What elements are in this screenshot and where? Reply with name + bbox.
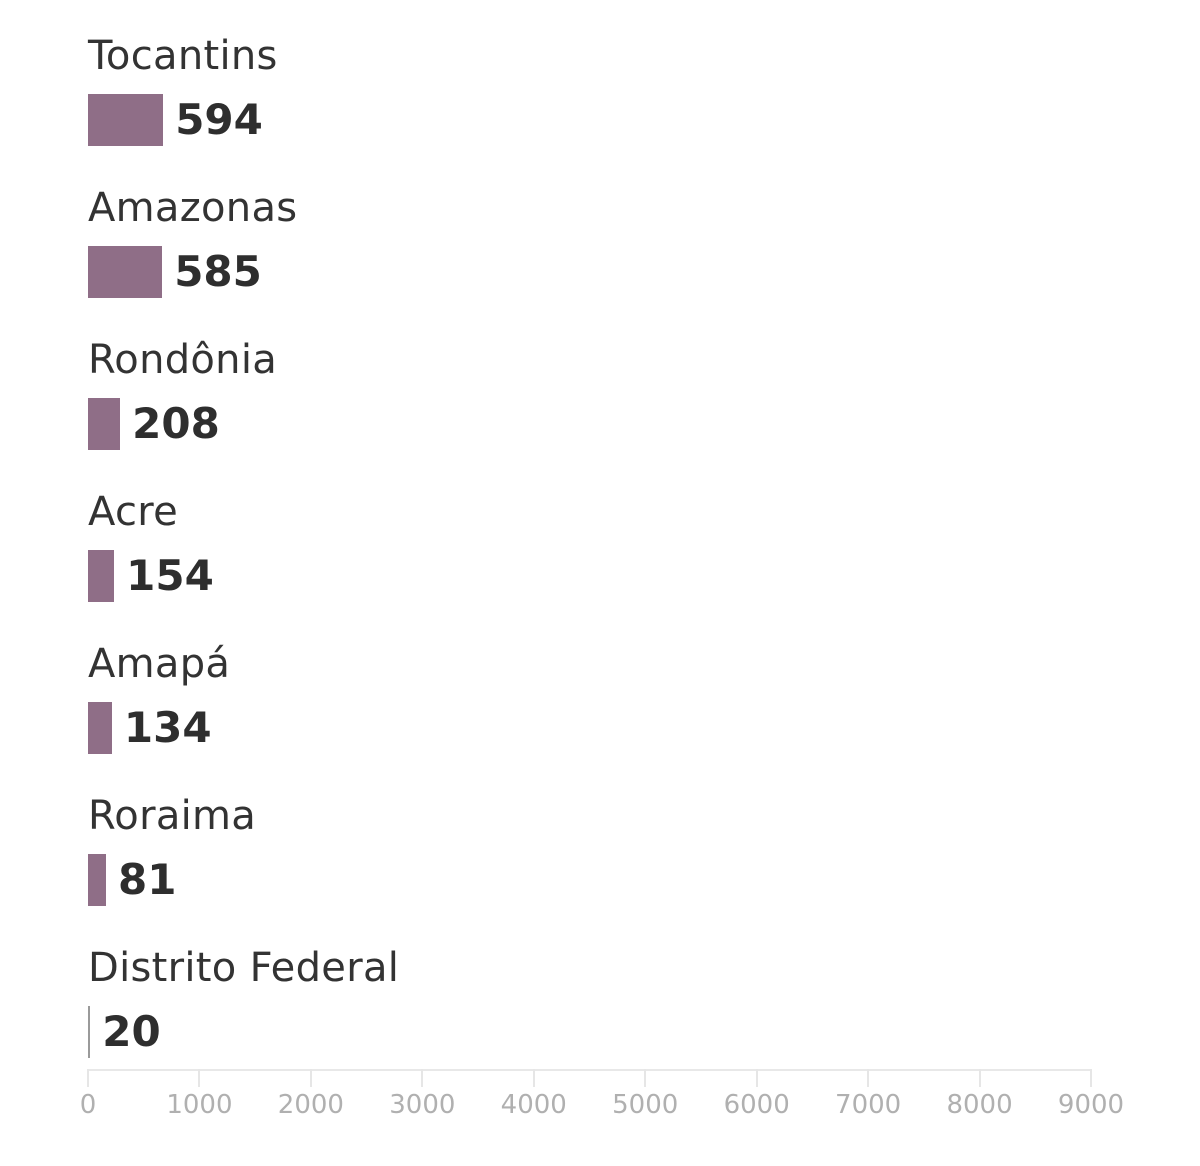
bar bbox=[88, 550, 115, 602]
x-axis-tick-label: 7000 bbox=[835, 1090, 902, 1120]
bar bbox=[88, 246, 163, 298]
x-axis-line bbox=[88, 1069, 1092, 1071]
category-label: Roraima bbox=[88, 793, 257, 839]
category-label: Rondônia bbox=[88, 337, 278, 383]
bar bbox=[88, 702, 112, 754]
x-axis-tick bbox=[1090, 1069, 1092, 1087]
x-axis-tick bbox=[532, 1069, 535, 1087]
value-label: 81 bbox=[118, 855, 177, 904]
bar bbox=[88, 854, 107, 906]
x-axis-tick-label: 1000 bbox=[166, 1090, 233, 1120]
bar bbox=[88, 1006, 91, 1058]
x-axis-tick-label: 3000 bbox=[389, 1090, 456, 1120]
bar-row: Tocantins 594 bbox=[88, 30, 1138, 182]
x-axis-tick bbox=[755, 1069, 758, 1087]
bar-row: Amapá 134 bbox=[88, 638, 1138, 790]
x-axis-tick-label: 4000 bbox=[500, 1090, 567, 1120]
x-axis-tick bbox=[978, 1069, 981, 1087]
x-axis-tick bbox=[421, 1069, 424, 1087]
value-label: 208 bbox=[132, 399, 220, 448]
x-axis-tick bbox=[198, 1069, 201, 1087]
x-axis-tick-label: 9000 bbox=[1057, 1090, 1125, 1120]
bar bbox=[88, 94, 164, 146]
x-axis-tick-label: 2000 bbox=[277, 1090, 344, 1120]
x-axis-tick-label: 0 bbox=[79, 1090, 97, 1120]
x-axis-tick-label: 6000 bbox=[723, 1090, 790, 1120]
x-axis-tick-label: 8000 bbox=[946, 1090, 1013, 1120]
bar-row: Acre 154 bbox=[88, 486, 1138, 638]
x-axis-tick bbox=[644, 1069, 647, 1087]
category-label: Amazonas bbox=[88, 185, 298, 231]
x-axis-tick-label: 5000 bbox=[612, 1090, 679, 1120]
value-label: 594 bbox=[175, 95, 263, 144]
x-axis-tick bbox=[87, 1069, 89, 1087]
x-axis-tick bbox=[309, 1069, 312, 1087]
value-label: 20 bbox=[102, 1007, 161, 1056]
category-label: Acre bbox=[88, 489, 179, 535]
value-label: 134 bbox=[123, 703, 212, 752]
category-label: Tocantins bbox=[88, 33, 278, 79]
value-label: 585 bbox=[174, 247, 262, 296]
bar-row: Roraima 81 bbox=[88, 790, 1138, 942]
bar-row: Rondônia 208 bbox=[88, 334, 1138, 486]
value-label: 154 bbox=[126, 551, 214, 600]
x-axis-tick bbox=[867, 1069, 870, 1087]
bar bbox=[88, 398, 121, 450]
bar-row: Distrito Federal 20 bbox=[88, 942, 1138, 1094]
bar-row: Amazonas 585 bbox=[88, 182, 1138, 334]
category-label: Amapá bbox=[88, 641, 231, 687]
category-label: Distrito Federal bbox=[88, 945, 400, 991]
